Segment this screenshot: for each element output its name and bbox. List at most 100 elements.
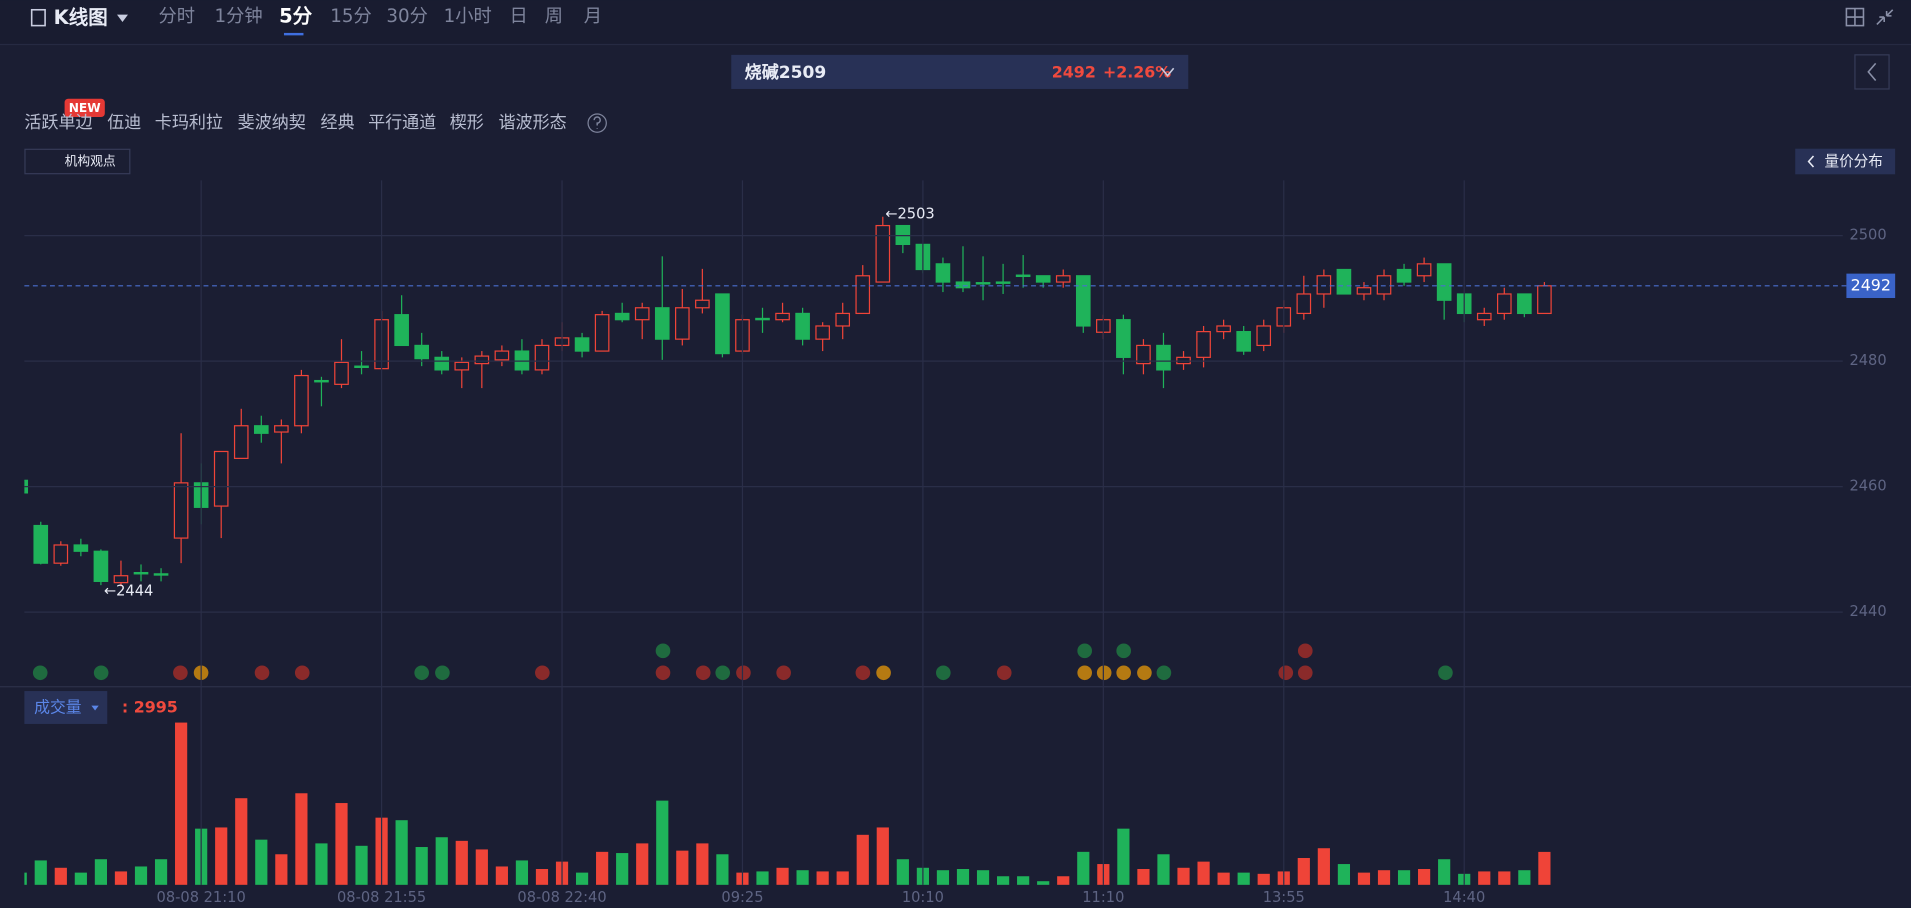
candle-body: [1116, 319, 1131, 358]
x-tick-label: 09:25: [721, 889, 763, 906]
volume-bar: [636, 843, 649, 885]
tab[interactable]: 15分: [330, 6, 372, 27]
collapse-button[interactable]: [1854, 54, 1890, 90]
last-price-tag: [1846, 273, 1896, 299]
candle-body: [1055, 275, 1071, 283]
top-bar: [0, 0, 1911, 44]
candle-body: [233, 425, 249, 459]
candle-body: [875, 224, 891, 283]
tool-tab[interactable]: 经典: [321, 113, 355, 133]
volume-bar: [235, 798, 248, 885]
volume-arrow: [91, 705, 99, 711]
tab[interactable]: 周: [545, 6, 563, 27]
candle-body: [634, 307, 650, 321]
chart-kind[interactable]: K线图: [54, 6, 108, 29]
candle-body: [213, 450, 229, 507]
candle-body: [1316, 275, 1332, 295]
volume-profile-text: 量价分布: [1824, 153, 1882, 170]
help-icon[interactable]: [587, 113, 607, 133]
candle-body: [654, 307, 670, 340]
tool-tab[interactable]: 平行通道: [368, 113, 436, 133]
volume-bar: [355, 845, 368, 885]
candle-body: [1517, 293, 1532, 315]
candle-body: [1396, 268, 1412, 283]
tab[interactable]: 1小时: [444, 6, 492, 27]
tool-tab[interactable]: 楔形: [450, 113, 484, 133]
volume-bar: [1478, 871, 1491, 885]
candle-body: [1015, 274, 1031, 278]
institution-button[interactable]: [24, 148, 131, 175]
tab[interactable]: 分时: [158, 6, 195, 27]
volume-bar: [175, 722, 188, 885]
candle-body: [173, 482, 189, 539]
candle-body: [695, 299, 710, 309]
y-tick-label: 2500: [1849, 227, 1886, 244]
volume-bar: [575, 872, 589, 885]
tab-active[interactable]: 5分: [279, 5, 313, 28]
tool-tab[interactable]: 谐波形态: [498, 113, 566, 133]
layout-icons[interactable]: [1845, 7, 1894, 27]
volume-bar: [816, 871, 829, 885]
candle-body: [253, 425, 269, 434]
tool-tab[interactable]: 活跃单边: [24, 113, 92, 133]
volume-bar: [936, 870, 950, 885]
candle-body: [394, 314, 409, 347]
volume-bar: [114, 871, 128, 885]
volume-bar: [1257, 873, 1270, 885]
candle-body: [1416, 263, 1432, 277]
x-tick-label: 14:40: [1443, 889, 1485, 906]
x-tick-label: 08-08 21:10: [157, 889, 246, 906]
volume-bar: [656, 800, 669, 885]
tool-tab[interactable]: 伍迪: [107, 113, 141, 133]
volume-bar: [1017, 876, 1030, 885]
candle-body: [1256, 325, 1272, 347]
candle-body: [454, 361, 470, 371]
volume-profile-arrow: [1807, 155, 1815, 168]
volume-bar: [1137, 868, 1150, 885]
volume-bar: [856, 834, 869, 885]
volume-bar: [676, 850, 689, 885]
x-tick-label: 13:55: [1263, 889, 1305, 906]
dropdown-arrow[interactable]: [117, 14, 128, 22]
volume-bar: [716, 854, 729, 885]
volume-profile-button[interactable]: [1795, 148, 1896, 175]
volume-bar: [776, 867, 789, 885]
volume-bar: [1237, 872, 1250, 885]
candle-body: [33, 524, 49, 564]
volume-bar: [1117, 828, 1130, 885]
volume-bar: [215, 827, 228, 885]
candle-body: [1176, 356, 1191, 365]
candle-body: [1216, 325, 1231, 333]
tool-tab[interactable]: 斐波纳契: [238, 113, 306, 133]
tab[interactable]: 日: [509, 6, 527, 27]
volume-bar: [996, 876, 1010, 885]
volume-bar: [1197, 861, 1210, 885]
volume-title: 成交量: [34, 698, 82, 717]
tool-tab[interactable]: 卡玛利拉: [155, 113, 223, 133]
volume-bar: [395, 820, 408, 885]
candle-body: [775, 312, 790, 321]
symbol-box[interactable]: [731, 54, 1189, 89]
x-tick-label: 08-08 21:55: [337, 889, 426, 906]
volume-bar: [1337, 864, 1351, 885]
volume-bar: [515, 860, 529, 885]
tab[interactable]: 30分: [386, 6, 428, 27]
candle-body: [494, 350, 510, 361]
volume-bar: [54, 867, 67, 885]
y-tick-label: 2460: [1849, 478, 1886, 495]
candle-body: [314, 379, 329, 383]
change: +2.26%: [1103, 63, 1171, 82]
volume-bar: [1397, 870, 1411, 885]
candle-body: [93, 550, 109, 582]
volume-bar: [956, 868, 970, 885]
candle-body: [1236, 331, 1251, 352]
volume-bar: [1518, 870, 1531, 885]
candle-body: [53, 544, 69, 564]
tab[interactable]: 1分钟: [215, 6, 263, 27]
candle-body: [855, 275, 871, 315]
plot-area: [24, 216, 1552, 885]
low-annotation: ←2444: [104, 582, 153, 599]
candle-body: [955, 281, 971, 289]
candle-body: [594, 314, 610, 352]
tab[interactable]: 月: [584, 6, 602, 27]
